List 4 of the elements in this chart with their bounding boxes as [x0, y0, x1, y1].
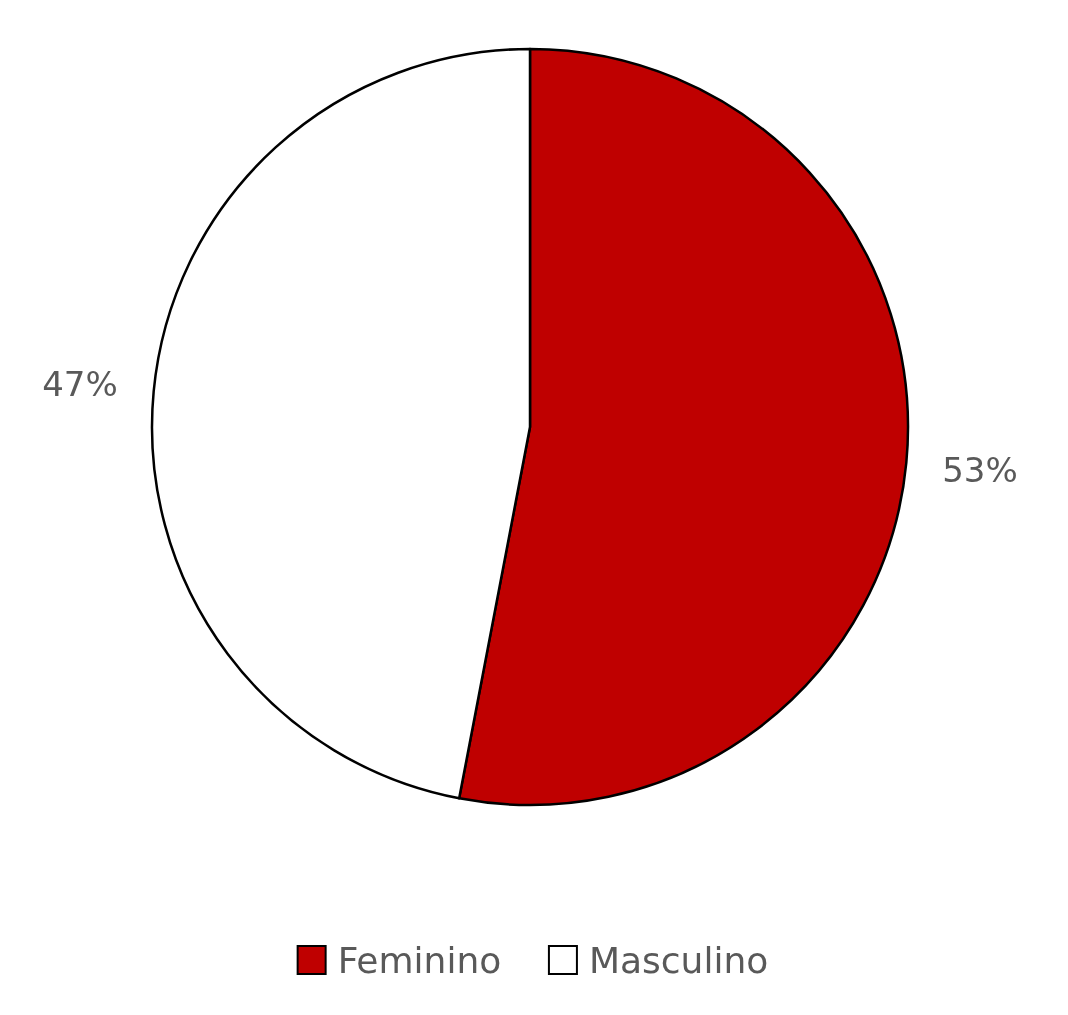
data-label: 47%: [42, 364, 118, 405]
legend-label: Masculino: [588, 939, 769, 981]
legend-label: Feminino: [337, 939, 502, 981]
data-label: 53%: [942, 449, 1018, 490]
